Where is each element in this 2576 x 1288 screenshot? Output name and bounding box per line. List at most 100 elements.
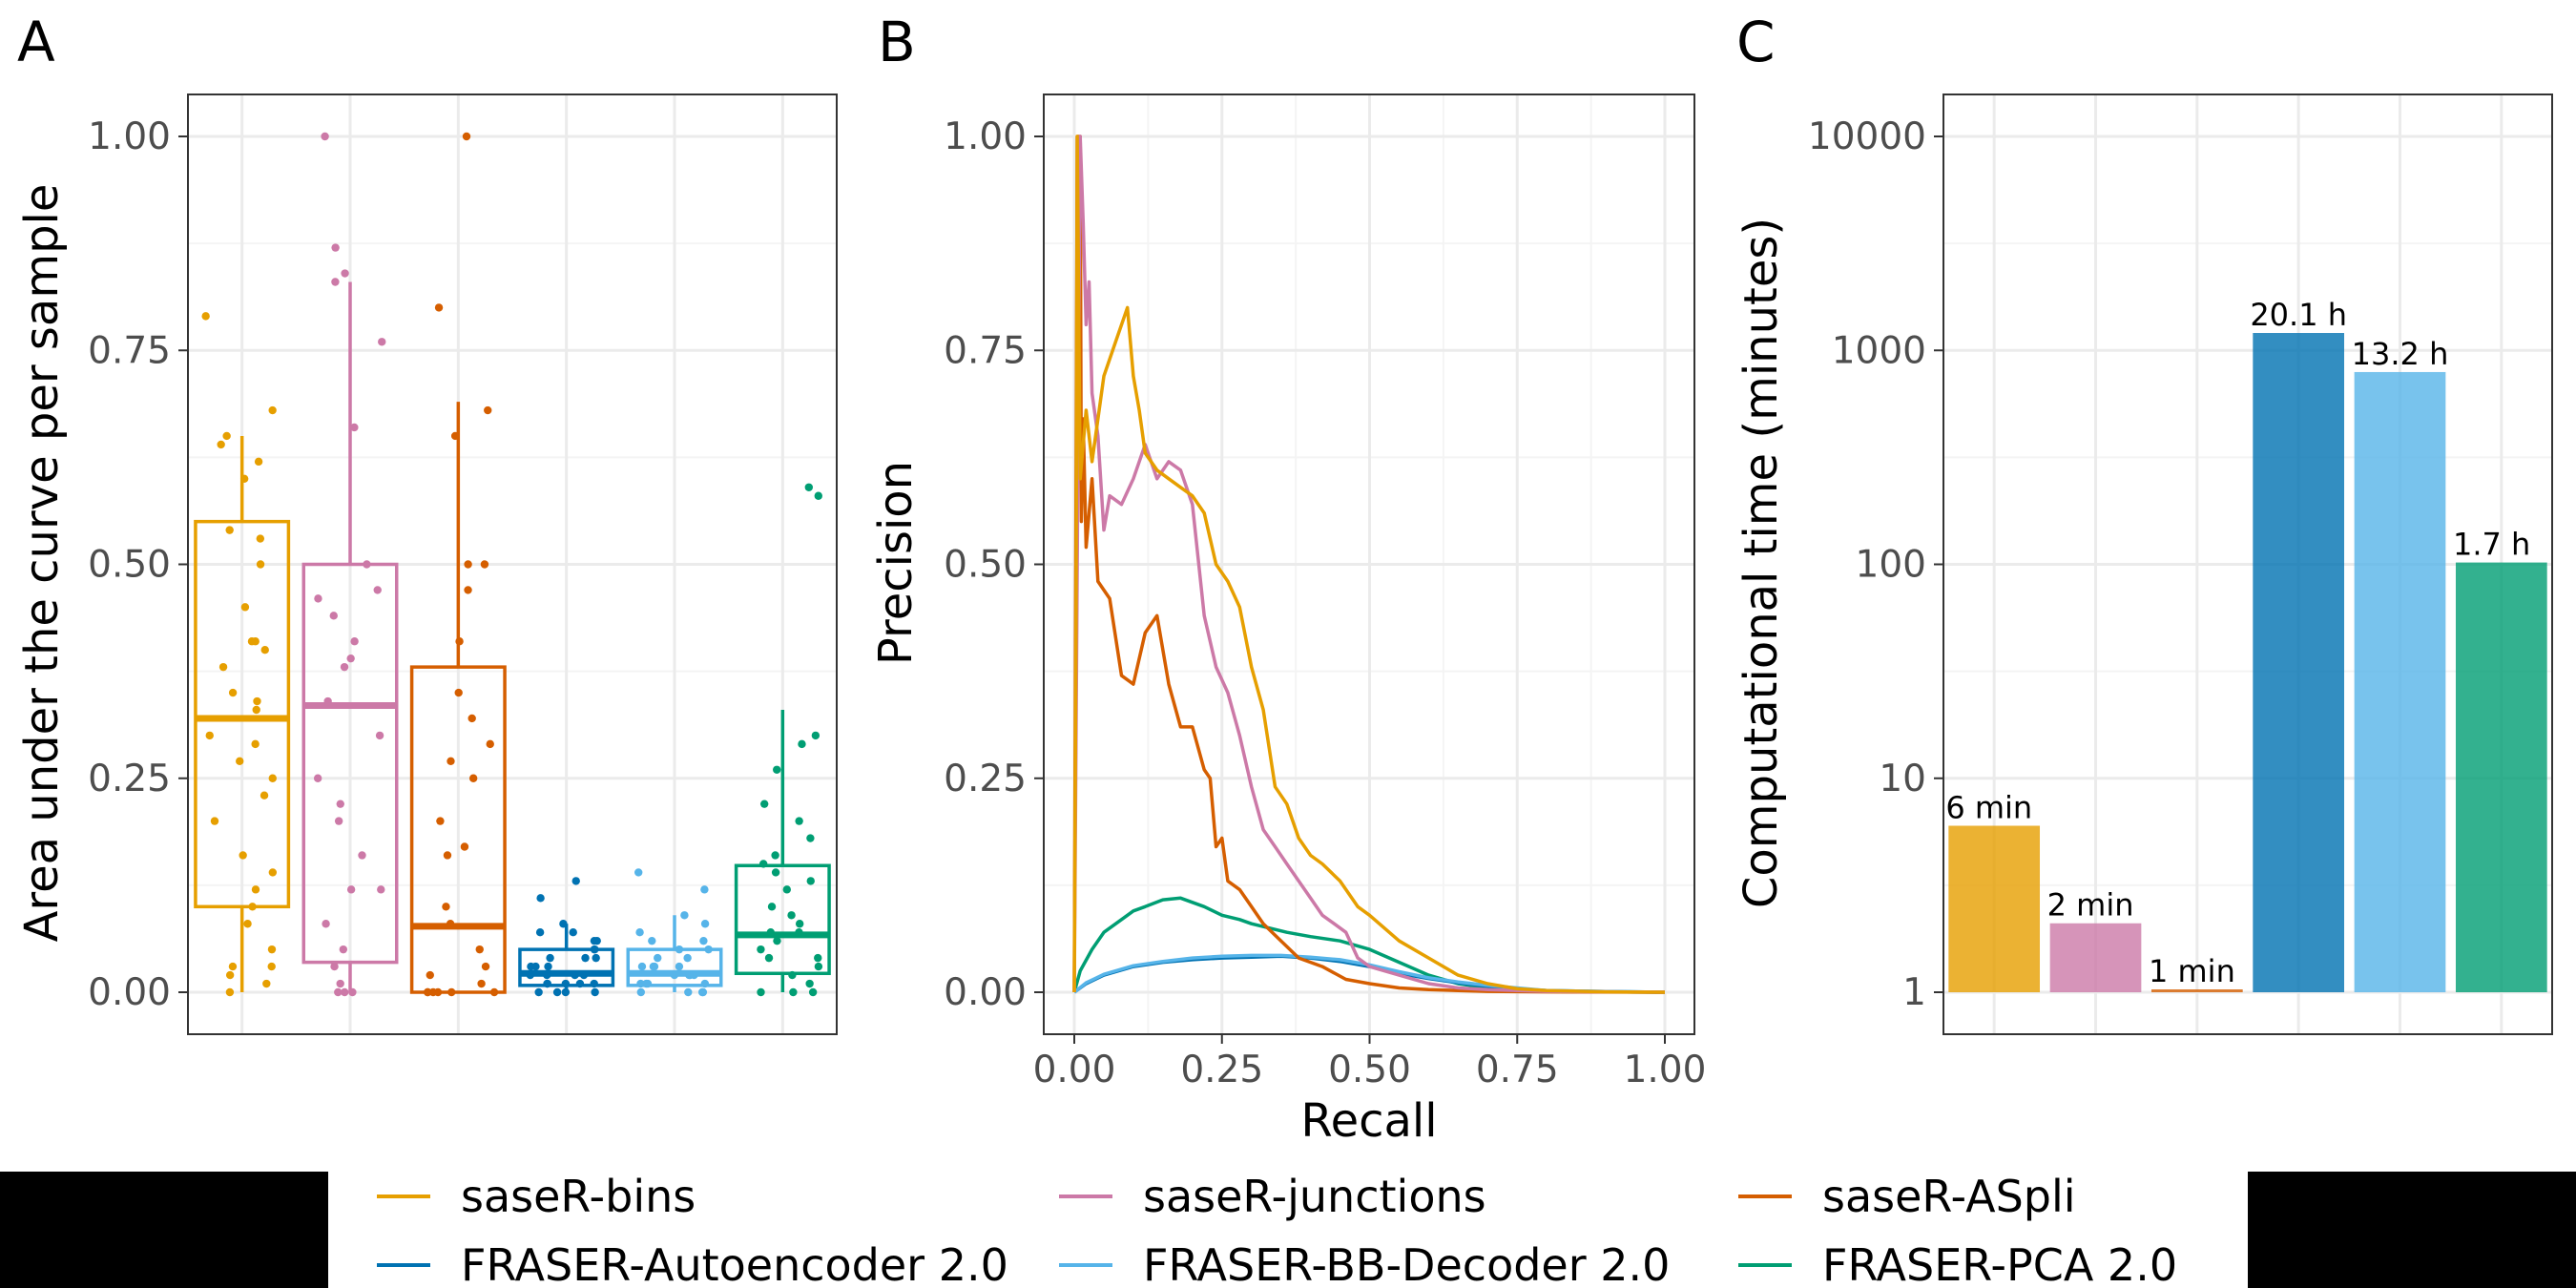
data-point bbox=[434, 303, 444, 312]
data-point bbox=[346, 654, 355, 663]
y-tick-label: 0.25 bbox=[88, 758, 171, 800]
data-point bbox=[348, 987, 357, 997]
data-point bbox=[358, 851, 366, 860]
data-point bbox=[575, 979, 585, 988]
data-point bbox=[544, 962, 552, 971]
panel-c-y-axis-title: Computational time (minutes) bbox=[1735, 218, 1788, 908]
data-point bbox=[268, 868, 278, 877]
box bbox=[409, 665, 507, 994]
data-point bbox=[767, 903, 777, 911]
data-point bbox=[675, 962, 684, 971]
data-point bbox=[228, 688, 238, 697]
data-point bbox=[464, 586, 472, 594]
data-point bbox=[460, 842, 469, 851]
data-point bbox=[341, 269, 349, 278]
x-tick-label: 1.00 bbox=[1624, 1049, 1707, 1091]
data-point bbox=[808, 987, 818, 997]
data-point bbox=[217, 440, 225, 449]
bar-label: 20.1 h bbox=[2250, 297, 2347, 333]
data-point bbox=[350, 423, 359, 432]
y-tick-label: 10 bbox=[1879, 758, 1926, 800]
data-point bbox=[339, 945, 348, 954]
data-point bbox=[759, 800, 769, 808]
data-point bbox=[239, 851, 247, 860]
y-tick-label: 10000 bbox=[1808, 115, 1926, 158]
data-point bbox=[247, 637, 257, 646]
legend-label: FRASER-Autoencoder 2.0 bbox=[461, 1239, 1008, 1288]
panel-b-x-axis-title: Recall bbox=[1300, 1094, 1437, 1148]
data-point bbox=[700, 885, 709, 894]
data-point bbox=[684, 987, 693, 997]
bar-label: 1.7 h bbox=[2453, 527, 2530, 563]
y-tick-label: 0.25 bbox=[944, 758, 1027, 800]
y-tick-label: 0.00 bbox=[944, 971, 1027, 1014]
data-point bbox=[267, 945, 277, 954]
data-point bbox=[798, 739, 806, 749]
data-point bbox=[346, 885, 356, 894]
bar-label: 1 min bbox=[2149, 953, 2235, 989]
box bbox=[626, 947, 723, 987]
data-point bbox=[322, 920, 330, 928]
data-point bbox=[697, 987, 707, 997]
data-point bbox=[643, 979, 653, 988]
data-point bbox=[636, 987, 646, 997]
data-point bbox=[788, 970, 797, 980]
panel-b-label: B bbox=[878, 10, 916, 74]
data-point bbox=[771, 851, 779, 860]
data-point bbox=[700, 979, 710, 988]
pr-curve bbox=[1072, 135, 1666, 994]
data-point bbox=[331, 243, 340, 252]
panel-c-label: C bbox=[1736, 10, 1776, 74]
data-point bbox=[267, 962, 276, 971]
data-point bbox=[268, 405, 277, 415]
data-point bbox=[464, 560, 472, 569]
data-point bbox=[341, 987, 349, 997]
y-tick-label: 0.00 bbox=[88, 971, 171, 1014]
data-point bbox=[543, 979, 551, 988]
data-point bbox=[363, 560, 371, 569]
bar bbox=[1948, 825, 2041, 992]
data-point bbox=[764, 953, 774, 963]
data-point bbox=[806, 834, 815, 842]
data-point bbox=[225, 987, 235, 997]
y-tick-label: 0.75 bbox=[88, 329, 171, 372]
data-point bbox=[240, 603, 250, 612]
x-tick-label: 0.00 bbox=[1033, 1049, 1116, 1091]
data-point bbox=[462, 132, 471, 141]
legend-label: saseR-ASpli bbox=[1822, 1171, 2076, 1222]
data-point bbox=[571, 877, 580, 885]
bar bbox=[2354, 371, 2446, 992]
panel-a-label: A bbox=[17, 10, 55, 74]
legend-label: saseR-junctions bbox=[1143, 1171, 1486, 1222]
bar bbox=[2455, 562, 2547, 992]
data-point bbox=[648, 936, 656, 945]
data-point bbox=[256, 534, 265, 543]
data-point bbox=[336, 800, 344, 808]
data-point bbox=[680, 911, 689, 920]
data-point bbox=[254, 457, 263, 467]
panel-b-x-ticks: 0.00 0.25 0.50 0.75 1.00 bbox=[1033, 1034, 1707, 1091]
legend-right-black-block bbox=[2248, 1172, 2576, 1288]
data-point bbox=[546, 953, 554, 963]
pr-curve bbox=[1072, 135, 1666, 994]
data-point bbox=[480, 560, 489, 569]
panel-a: A 0.00 0.25 0.50 0.75 1.00 Area under the cu… bbox=[15, 10, 838, 1035]
data-point bbox=[795, 928, 803, 937]
data-point bbox=[330, 962, 339, 971]
data-point bbox=[773, 936, 781, 945]
bar bbox=[2150, 989, 2243, 992]
legend-left-black-block bbox=[0, 1172, 328, 1288]
data-point bbox=[534, 987, 543, 997]
data-point bbox=[805, 979, 814, 988]
data-point bbox=[329, 612, 338, 620]
data-point bbox=[323, 696, 332, 706]
data-point bbox=[766, 928, 775, 937]
data-point bbox=[239, 474, 249, 483]
data-point bbox=[489, 987, 499, 997]
y-tick-label: 0.50 bbox=[944, 544, 1027, 587]
data-point bbox=[590, 979, 598, 988]
data-point bbox=[262, 979, 271, 988]
data-point bbox=[375, 731, 384, 740]
x-tick-label: 0.25 bbox=[1180, 1049, 1263, 1091]
